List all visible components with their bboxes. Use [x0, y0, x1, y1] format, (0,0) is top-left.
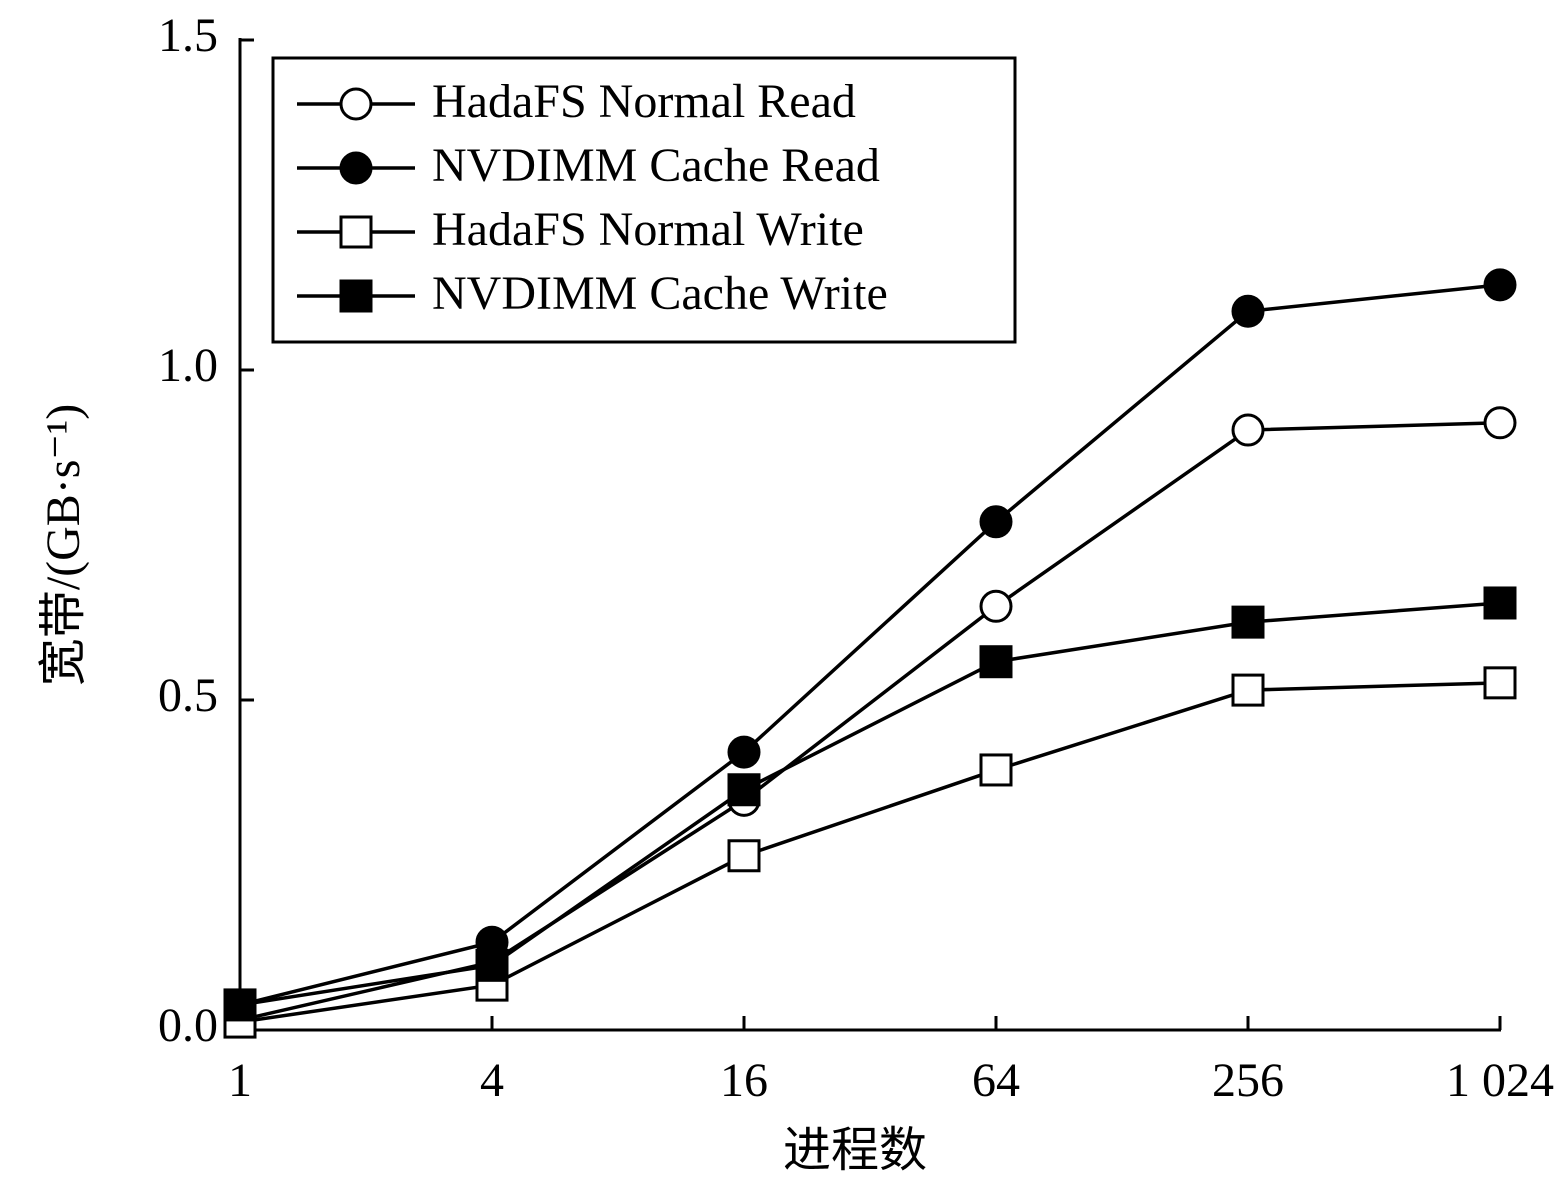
x-tick-label: 256 — [1212, 1054, 1284, 1107]
data-point — [727, 735, 761, 769]
data-point — [727, 839, 761, 873]
data-point — [223, 988, 257, 1022]
legend-label: HadaFS Normal Read — [432, 75, 856, 128]
x-tick-label: 4 — [480, 1054, 504, 1107]
y-tick-label: 1.0 — [158, 339, 218, 392]
series-line — [239, 681, 1501, 1024]
data-point — [1231, 413, 1265, 447]
legend-label: HadaFS Normal Write — [432, 203, 864, 256]
data-point — [1231, 605, 1265, 639]
data-point — [979, 645, 1013, 679]
data-point — [1483, 406, 1517, 440]
data-point — [979, 589, 1013, 623]
series-line — [239, 283, 1501, 1007]
data-point — [979, 753, 1013, 787]
legend-marker — [339, 151, 373, 185]
data-point — [1231, 294, 1265, 328]
data-point — [727, 773, 761, 807]
x-axis-title: 进程数 — [783, 1124, 927, 1177]
x-tick-label: 1 — [228, 1054, 252, 1107]
legend-label: NVDIMM Cache Write — [432, 267, 888, 320]
x-tick-label: 16 — [720, 1054, 768, 1107]
legend-marker — [339, 215, 373, 249]
x-tick-label: 64 — [972, 1054, 1020, 1107]
y-tick-label: 1.5 — [158, 9, 218, 62]
data-point — [1483, 268, 1517, 302]
data-point — [979, 505, 1013, 539]
series-line — [239, 601, 1501, 1007]
legend-marker — [339, 279, 373, 313]
data-point — [1483, 586, 1517, 620]
x-tick-label: 1 024 — [1446, 1054, 1554, 1107]
y-tick-label: 0.0 — [158, 999, 218, 1052]
y-axis-title: 宽带/(GB·s⁻¹) — [37, 404, 90, 686]
data-point — [1231, 673, 1265, 707]
series-line — [239, 421, 1501, 1022]
legend-label: NVDIMM Cache Read — [432, 139, 880, 192]
data-point — [1483, 666, 1517, 700]
y-tick-label: 0.5 — [158, 669, 218, 722]
legend-marker — [339, 87, 373, 121]
data-point — [475, 948, 509, 982]
